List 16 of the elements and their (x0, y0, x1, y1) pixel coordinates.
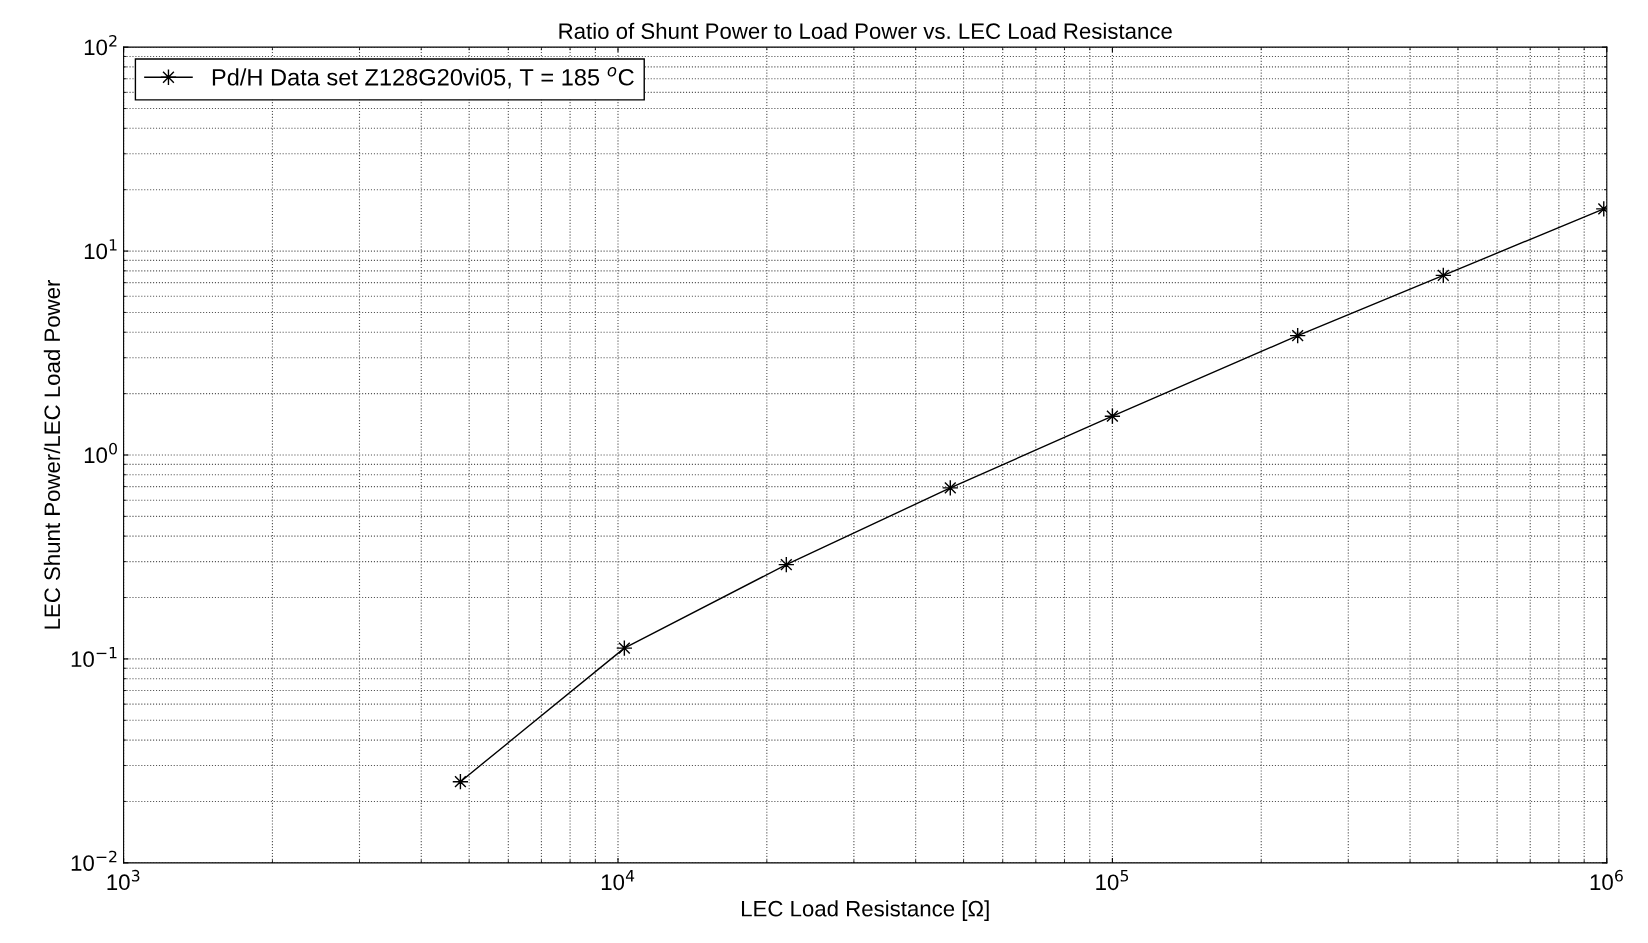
point (616, 639, 633, 657)
x-tick-label: 10$^{3}$ (107, 869, 140, 891)
point (941, 479, 959, 497)
x-tick-label: 10$^{5}$ (1096, 870, 1129, 891)
point (1104, 407, 1121, 425)
y-tick-label: 10$^{2}$ (84, 34, 117, 56)
y-tick-label: 10$^{1}$ (84, 239, 117, 260)
y-tick-label: 10$^{0}$ (84, 442, 117, 464)
legend-label: Pd/H Data set Z128G20vi05, T = 185 $^{o}$C (212, 67, 634, 89)
chart-title: Ratio of Shunt Power to Load Power vs. LEC Load Resistance (559, 22, 1172, 40)
x-axis-title: LEC Load Resistance [Ω] (741, 900, 989, 921)
y-tick-label: 10$^{−1}$ (71, 646, 117, 668)
x-tick-label: 10$^{6}$ (1590, 869, 1623, 891)
x-tick-label: 10$^{4}$ (601, 870, 635, 891)
y-axis-title: LEC Shunt Power/LEC Load Power (43, 279, 61, 629)
y-tick-label: 10$^{−2}$ (71, 850, 117, 871)
